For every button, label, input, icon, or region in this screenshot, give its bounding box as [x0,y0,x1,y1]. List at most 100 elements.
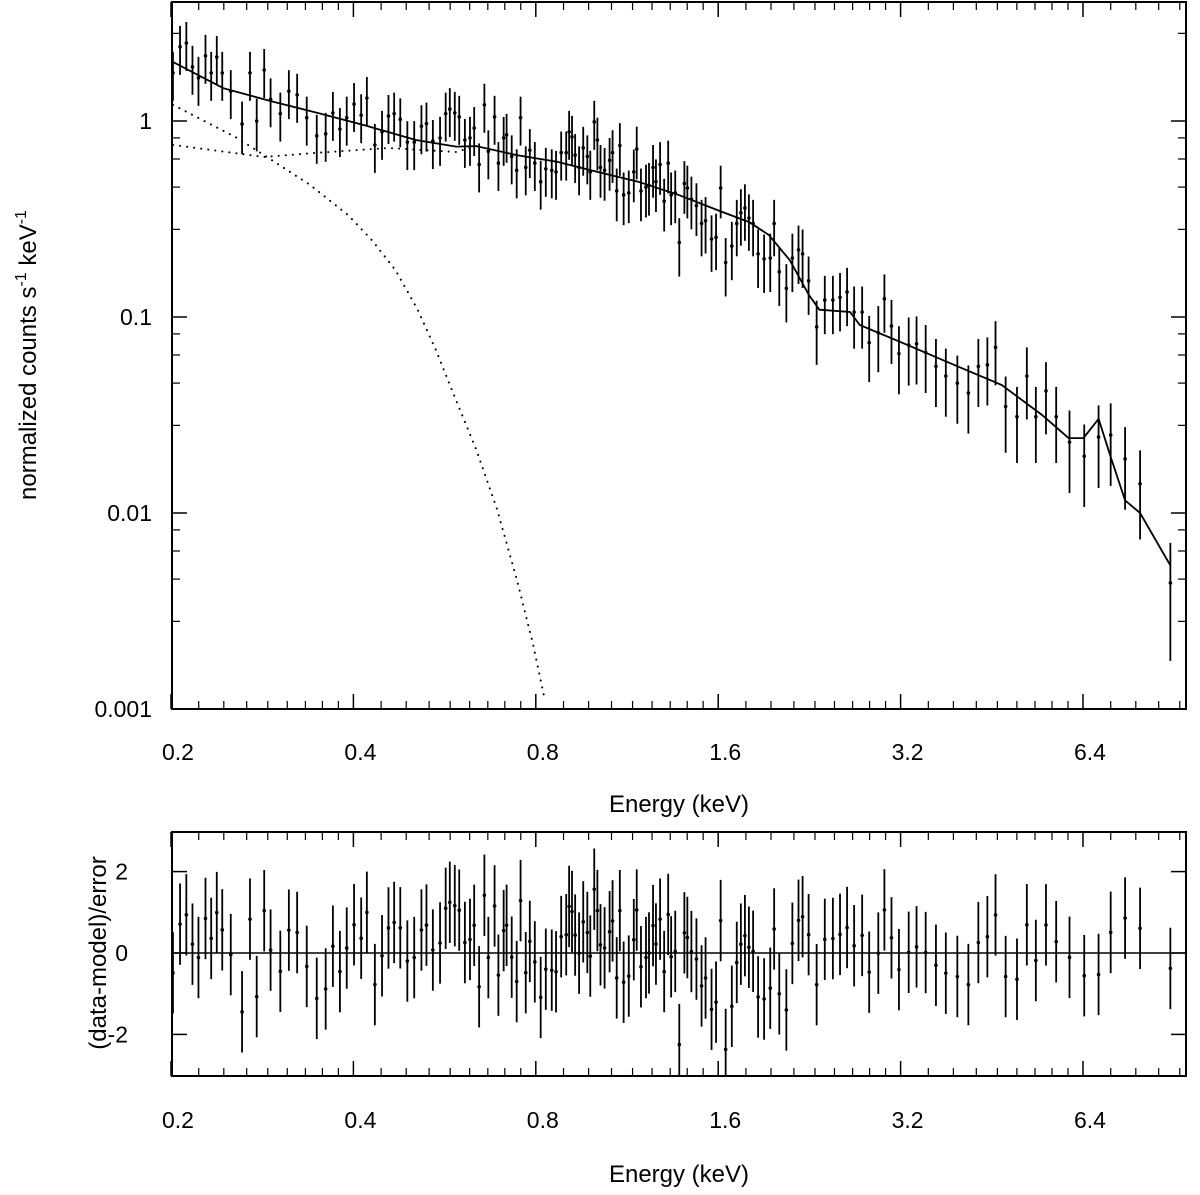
data-point [581,145,586,150]
data-point [658,162,662,167]
y-tick-label: 0.1 [120,304,152,330]
residual-point [588,954,593,958]
data-point [682,181,687,186]
residual-point [784,1008,789,1012]
residual-point [644,955,648,960]
data-point [796,248,801,252]
residual-point [431,948,435,952]
residual-point [581,920,586,924]
data-point [431,139,435,143]
data-point [1067,440,1072,444]
residual-point [993,913,998,917]
data-point [699,221,704,226]
residual-point [677,1042,682,1047]
data-point [993,345,998,350]
x-tick-label: 3.2 [892,739,924,765]
model-component-line [172,103,546,702]
data-point [632,170,636,174]
data-point [685,186,690,190]
residual-point [203,916,208,921]
residual-point [914,945,919,949]
residual-point [682,931,687,935]
data-point [331,111,335,115]
residual-point [514,979,519,984]
data-point [639,189,643,193]
x-tick-label: 3.2 [892,1107,924,1133]
data-point [614,189,619,193]
residual-point [518,898,523,903]
residual-point [714,1000,718,1004]
residual-point [666,912,670,917]
residual-point [443,906,448,911]
residual-point [699,984,704,988]
residual-point [1067,955,1072,960]
residual-point [614,976,619,980]
residual-point [373,982,377,987]
residual-point [634,908,639,912]
data-point [419,124,424,129]
data-point [472,126,476,130]
residual-point [538,995,543,1000]
data-point [338,127,342,131]
residual-point [419,928,424,932]
residual-point [1138,926,1142,931]
residual-point [398,925,403,930]
data-point [889,324,894,328]
residual-point [412,955,417,960]
data-point [751,221,755,226]
residual-point [472,923,476,928]
residual-point [486,955,491,960]
residual-point [585,930,590,935]
data-point [492,115,497,119]
residual-point [240,1010,244,1014]
data-point [482,102,487,107]
residual-point [734,960,739,965]
data-point [523,165,528,170]
data-point [814,325,819,329]
residual-point [248,917,252,921]
data-point [577,165,581,170]
residual-point [477,984,481,989]
data-point [214,55,219,59]
data-point [634,147,639,151]
residual-point [1003,974,1008,979]
data-point [669,193,673,197]
data-point [723,260,728,265]
data-point [209,71,213,75]
residual-point [703,976,708,980]
x-tick-label: 6.4 [1074,1107,1106,1133]
residual-point [647,951,651,955]
residual-point [768,986,773,990]
residual-point [178,922,182,926]
data-point [756,252,760,256]
residual-point [876,951,881,955]
residual-point [567,904,571,909]
residual-point [1054,939,1058,944]
data-point [966,391,971,395]
data-point [254,119,259,123]
residual-point [1015,977,1019,982]
data-point [734,221,739,226]
data-point [518,115,523,120]
data-point [1054,414,1058,419]
data-point [743,206,747,210]
spectrum-plot-area [172,21,1173,702]
y-tick-label: 1 [139,108,152,134]
residual-point [1168,966,1173,971]
data-point [595,138,600,142]
residual-point [1123,916,1127,920]
residual-point [424,923,429,927]
residual-point [463,940,467,945]
residual-point [352,922,356,927]
data-point [323,132,328,136]
residual-point [654,942,658,946]
residual-point [184,913,189,917]
residual-point [544,967,548,971]
residual-point [214,910,219,915]
data-point [172,71,175,75]
data-point [689,197,694,201]
residual-point [897,967,901,972]
x-tick-label: 6.4 [1074,739,1106,765]
data-point [985,363,990,367]
residual-point [405,959,410,963]
